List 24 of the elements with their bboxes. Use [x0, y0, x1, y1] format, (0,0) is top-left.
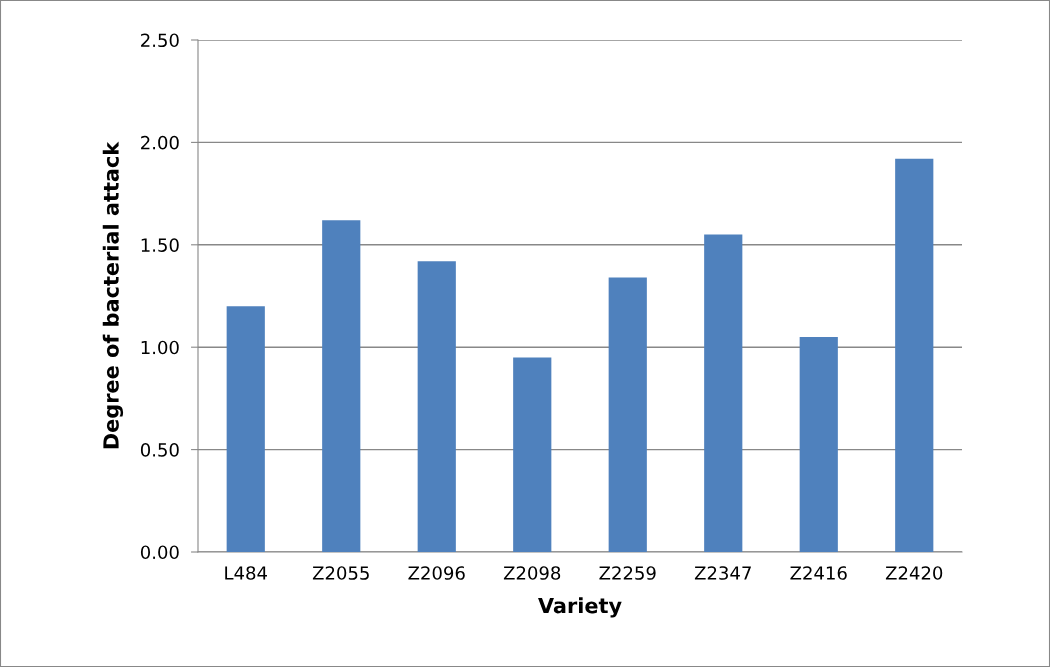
x-tick-label: L484: [225, 566, 267, 580]
bar: [226, 306, 265, 552]
x-tick-label: Z2096: [408, 566, 465, 580]
bar: [513, 357, 552, 552]
y-tick-label: 0.00: [140, 545, 179, 560]
y-axis-title: Degree of bacterial attack: [102, 141, 124, 449]
x-tick-label: Z2055: [312, 566, 369, 580]
bar: [799, 336, 838, 552]
bar: [322, 220, 361, 552]
y-tick-label: 2.00: [141, 135, 179, 150]
bar: [608, 277, 647, 552]
x-tick-label: Z2098: [503, 566, 561, 580]
y-tick-label: 2.50: [141, 33, 179, 48]
x-tick-label: Z2259: [599, 566, 656, 580]
x-tick-label: Z2416: [790, 566, 847, 580]
y-tick-label: 1.00: [141, 340, 179, 355]
bar: [895, 158, 934, 552]
x-tick-label: Z2420: [885, 566, 943, 580]
x-axis-title: Variety: [538, 597, 622, 618]
y-tick-label: 1.50: [141, 238, 179, 252]
x-tick-label: Z2347: [694, 566, 751, 580]
y-tick-label: 0.50: [140, 443, 179, 457]
bar: [704, 234, 743, 552]
bar: [417, 261, 456, 552]
